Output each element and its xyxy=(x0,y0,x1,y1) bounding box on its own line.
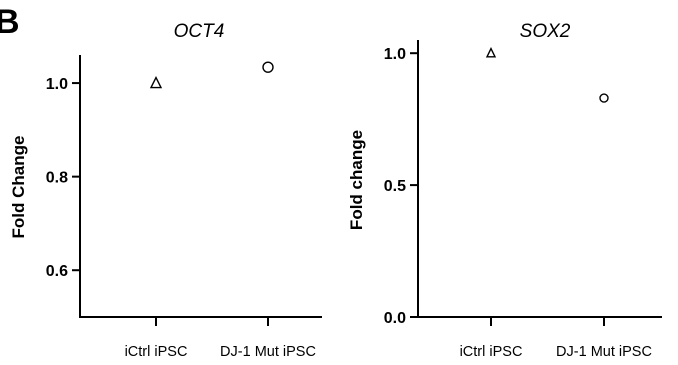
oct4-y-tick-label: 0.8 xyxy=(46,170,68,187)
sox2-y-tick-label: 1.0 xyxy=(384,46,406,63)
oct4-x-tick-label: iCtrl iPSC xyxy=(125,344,188,360)
oct4-x-tick-label: DJ-1 Mut iPSC xyxy=(220,344,316,360)
oct4-chart: OCT4 Fold Change 0.6 0.8 1.0 iCtrl iPSC DJ-1 M… xyxy=(9,21,322,360)
sox2-y-axis-title: Fold change xyxy=(347,130,366,230)
oct4-y-tick-label: 1.0 xyxy=(46,76,68,93)
oct4-data-point-circle xyxy=(262,61,274,73)
oct4-data-point-triangle xyxy=(149,76,163,89)
sox2-x-tick-label: DJ-1 Mut iPSC xyxy=(556,344,652,360)
sox2-data-point-triangle xyxy=(485,46,497,58)
sox2-y-tick-label: 0.0 xyxy=(384,310,406,327)
oct4-chart-title: OCT4 xyxy=(174,21,225,42)
sox2-x-tick-label: iCtrl iPSC xyxy=(460,344,523,360)
panel-letter: B xyxy=(0,3,20,41)
oct4-y-axis-title: Fold Change xyxy=(9,136,28,239)
sox2-chart: SOX2 Fold change 0.0 0.5 1.0 iCtrl iPSC DJ-1 M… xyxy=(347,21,662,360)
sox2-chart-title: SOX2 xyxy=(520,21,571,42)
oct4-y-tick-label: 0.6 xyxy=(46,263,68,280)
sox2-y-tick-label: 0.5 xyxy=(384,178,406,195)
sox2-data-point-circle xyxy=(599,93,609,103)
